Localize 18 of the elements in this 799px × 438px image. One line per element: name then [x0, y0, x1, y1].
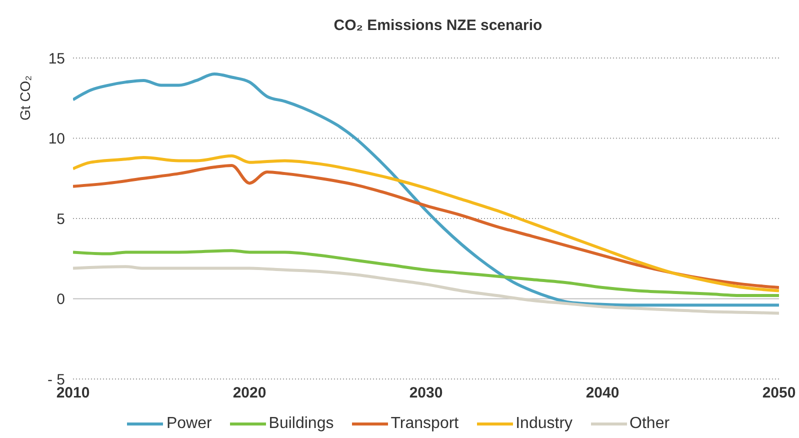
- x-tick-label: 2050: [762, 384, 796, 402]
- legend-label: Other: [628, 415, 670, 433]
- x-tick-label: 2040: [586, 384, 620, 402]
- line-series: [73, 265, 779, 315]
- legend-label: Power: [165, 415, 212, 433]
- line-series: [73, 72, 779, 307]
- y-tick-label: 5: [56, 210, 65, 228]
- y-tick-label: 0: [56, 291, 65, 308]
- x-tick-label: 2030: [409, 384, 443, 402]
- y-tick-label: 10: [48, 130, 65, 148]
- chart-title: CO₂ Emissions NZE scenario: [334, 17, 542, 34]
- legend-label: Buildings: [268, 415, 334, 433]
- legend-label: Transport: [390, 415, 459, 433]
- y-axis-title: Gt CO₂: [17, 75, 33, 121]
- legend-label: Industry: [514, 415, 573, 433]
- line-series: [73, 249, 779, 298]
- x-tick-label: 2020: [232, 384, 266, 402]
- y-tick-label: 15: [48, 50, 65, 68]
